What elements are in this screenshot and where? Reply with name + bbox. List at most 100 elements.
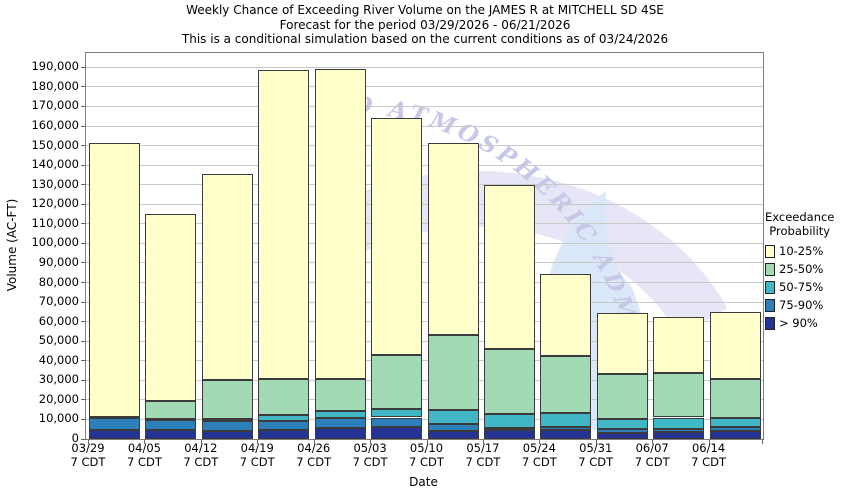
bar-segment (371, 118, 423, 355)
y-gridline (86, 164, 763, 166)
y-tick-label: 160,000 (31, 118, 79, 133)
legend-label: 75-90% (779, 298, 824, 312)
x-tick-date: 04/12 (184, 441, 218, 455)
x-tick-label: 04/19 7 CDT (240, 441, 275, 469)
x-tick-date: 06/07 (635, 441, 669, 455)
y-tick-mark (81, 418, 86, 420)
stacked-bar-05-17 (483, 53, 535, 439)
x-tick-time: 7 CDT (691, 455, 727, 469)
x-tick-label: 03/29 7 CDT (71, 441, 106, 469)
bar-segment (314, 410, 366, 419)
legend-swatch (765, 316, 775, 330)
y-tick-label: 180,000 (31, 78, 79, 93)
y-tick-label: 40,000 (38, 352, 79, 367)
y-tick-label: 60,000 (38, 313, 79, 328)
legend-item: 25-50% (765, 260, 834, 278)
legend: Exceedance Probability 10-25% 25-50% 50-75… (765, 210, 834, 332)
x-tick-date: 03/29 (71, 441, 105, 455)
x-axis-title: Date (409, 475, 438, 489)
x-tick-label: 06/14 7 CDT (691, 441, 726, 469)
y-tick-label: 0 (71, 431, 79, 445)
stacked-bar-05-24 (540, 53, 592, 439)
y-tick-mark (81, 203, 86, 205)
y-tick-label: 90,000 (38, 254, 79, 269)
y-gridline (86, 418, 763, 420)
bar-segment (314, 428, 366, 439)
legend-item: 10-25% (765, 242, 834, 260)
y-tick-mark (81, 301, 86, 303)
y-gridline (86, 321, 763, 323)
bar-segment (258, 421, 310, 431)
bar-segment (427, 424, 479, 432)
bar-segment (653, 316, 705, 373)
y-gridline (86, 66, 763, 68)
grid-layer (81, 53, 763, 440)
x-tick-time: 7 CDT (578, 455, 614, 469)
y-gridline (86, 340, 763, 342)
bar-segment (258, 414, 310, 422)
x-tick-label: 05/03 7 CDT (353, 441, 388, 469)
x-tick-date: 05/24 (522, 441, 556, 455)
stacked-bar-05-03 (371, 53, 423, 439)
y-tick-label: 10,000 (38, 411, 79, 426)
x-tick-time: 7 CDT (634, 455, 670, 469)
bar-segment (483, 413, 535, 429)
x-tick-label: 05/17 7 CDT (465, 441, 500, 469)
y-tick-mark (81, 86, 86, 88)
bar-segment (709, 427, 761, 432)
x-tick-date: 04/05 (127, 441, 161, 455)
stacked-bar-03-29 (89, 53, 140, 439)
bar-segment (483, 184, 535, 350)
y-gridline (86, 86, 763, 88)
bar-segment (709, 379, 761, 419)
bar-segment (540, 412, 592, 428)
y-axis-title: Volume (AC-FT) (5, 198, 19, 292)
bar-segment (371, 408, 423, 418)
bar-segment (145, 214, 197, 401)
legend-item: 75-90% (765, 296, 834, 314)
y-gridline (86, 301, 763, 303)
bar-segment (314, 379, 366, 411)
title-block: Weekly Chance of Exceeding River Volume … (0, 3, 850, 47)
y-tick-mark (81, 399, 86, 401)
y-tick-mark (81, 184, 86, 186)
bar-segment (427, 409, 479, 425)
y-gridline (86, 360, 763, 362)
y-tick-label: 20,000 (38, 391, 79, 406)
stacked-bar-04-19 (258, 53, 310, 439)
bar-segment (427, 142, 479, 336)
bar-segment (258, 70, 310, 380)
stacked-bar-06-07 (653, 53, 705, 439)
bar-segment (483, 349, 535, 414)
y-tick-mark (81, 262, 86, 264)
plot-area (81, 52, 764, 440)
y-gridline (86, 282, 763, 284)
y-tick-label: 130,000 (31, 176, 79, 191)
x-tick-time: 7 CDT (183, 455, 219, 469)
bar-segment (89, 418, 140, 431)
y-gridline (86, 242, 763, 244)
bar-segment (540, 427, 592, 431)
bars-layer (86, 53, 763, 439)
y-tick-mark (81, 105, 86, 107)
legend-swatch (765, 244, 775, 258)
bar-segment (483, 428, 535, 431)
chart-note: This is a conditional simulation based o… (181, 32, 669, 46)
y-gridline (86, 223, 763, 225)
y-tick-label: 30,000 (38, 372, 79, 387)
x-tick-date: 04/19 (240, 441, 274, 455)
x-tick-date: 05/31 (579, 441, 613, 455)
x-tick-time: 7 CDT (465, 455, 501, 469)
y-tick-label: 140,000 (31, 157, 79, 172)
bar-segment (596, 374, 648, 420)
bar-segment (596, 433, 648, 439)
bar-segment (427, 431, 479, 439)
x-tick-time: 7 CDT (70, 455, 106, 469)
x-tick-time: 7 CDT (521, 455, 557, 469)
bar-segment (145, 430, 197, 439)
legend-item: 50-75% (765, 278, 834, 296)
stacked-bar-04-05 (145, 53, 197, 439)
y-gridline (86, 145, 763, 147)
y-tick-mark (81, 282, 86, 284)
legend-label: 25-50% (779, 262, 824, 276)
